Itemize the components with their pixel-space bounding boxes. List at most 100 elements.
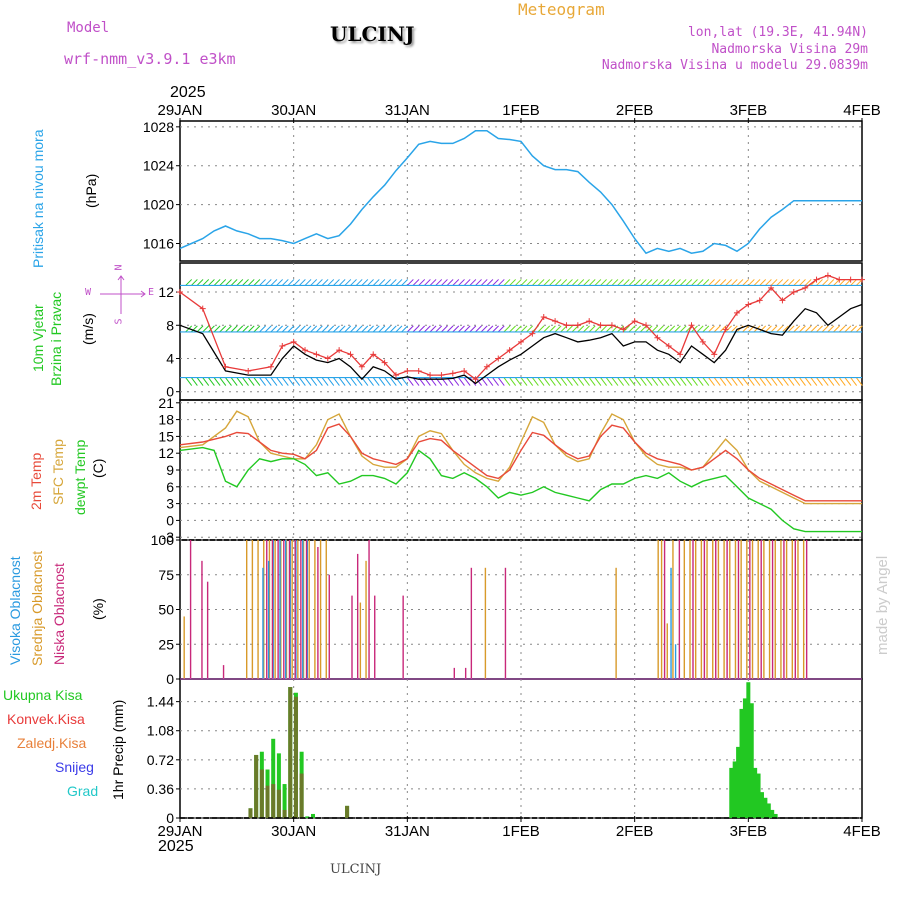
wind-barb [844,279,852,286]
wind-barb [736,279,744,286]
wind-barb [378,377,386,386]
precip-bar-total [773,813,778,818]
wind-gust-marker [699,338,706,345]
wind-barb [833,325,840,333]
wind-barb [208,377,215,386]
wind-barb [225,279,232,286]
precip-bar-conv [276,789,281,818]
precip-bar-total [276,753,281,818]
y-tick-label: 75 [158,567,174,583]
wind-barb [372,279,380,286]
wind-barb [730,377,738,386]
wind-gust-marker [574,322,581,329]
wind-barb [452,279,460,286]
y-tick-label: 1.08 [147,723,174,739]
wind-barb [571,279,579,286]
wind-barb [804,279,812,286]
wind-barb [281,279,289,286]
x-tick-label-top: 29JAN [157,102,202,119]
wind-barb [287,325,295,333]
wind-barb [469,325,477,333]
y-tick-label: 100 [151,532,175,548]
wind-barb [503,325,511,333]
wind-barb [384,279,391,286]
wind-barb [219,279,227,286]
wind-barb [514,279,522,286]
precip-bar-conv [293,696,298,818]
wind-barb [708,325,715,333]
wind-barb [486,377,494,386]
wind-barb [725,377,732,386]
wind-gust-marker [177,289,183,296]
wind-barb [838,325,846,333]
wind-barb [696,377,704,386]
wind-barb [452,325,460,333]
wind-barb [850,279,857,286]
wind-gust-marker [370,351,377,358]
y-tick-label: 9 [166,462,174,478]
wind-barb [321,325,329,333]
wind-barb [441,325,448,333]
wind-barb [770,325,778,333]
wind-barb [719,325,727,333]
wind-barb [213,325,221,333]
x-tick-label-bottom: 4FEB [843,823,881,840]
wind-gust-marker [733,309,740,316]
wind-barb [713,377,721,386]
wind-barb [242,279,249,286]
wind-barb [628,325,636,333]
model-name: wrf-nmm_v3.9.1 e3km [64,50,236,68]
precip-bar-total [729,767,734,818]
wind-barb [577,377,585,386]
wind-barb [310,325,318,333]
wind-barb [412,325,420,333]
wind-barb [355,377,363,386]
dewpoint-line [179,446,862,533]
wind-barb [804,377,812,386]
wind-barb [560,279,568,286]
wind-barb [645,279,653,286]
wind-barb [787,325,795,333]
wind-barb [520,279,528,286]
precip-legend-frozen: Zaledj.Kisa [17,735,87,751]
wind-barb [662,325,670,333]
wind-barb [429,279,437,286]
wind-barb [594,279,602,286]
wind-barb [310,279,318,286]
y-tick-label: 1020 [143,197,174,213]
y-tick-label: 12 [158,284,174,300]
compass-e-label: E [148,287,155,298]
wind-gust-marker [336,347,343,354]
wind-barb [298,325,306,333]
wind-barb [412,279,420,286]
wind-barb [759,377,767,386]
wind-barb [298,279,306,286]
wind-barb [657,377,664,386]
wind-barb [350,279,357,286]
wind-barb [202,377,210,386]
wind-gust-marker [404,367,411,374]
wind-gust-marker [756,297,763,304]
wind-barb [787,377,795,386]
precip-bar-total [766,803,771,818]
wind-barb [526,325,534,333]
wind-barb [509,377,517,386]
pressure-line [179,129,862,255]
wind-barb [651,325,659,333]
wind-barb [304,377,312,386]
wind-barb [691,377,698,386]
precip-bar-total [305,816,310,818]
compass-w-label: W [85,287,92,298]
wind-barb [384,325,391,333]
wind-gust-marker [643,322,650,329]
wind-barb [355,279,363,286]
precip-bar-total [746,682,751,818]
wind-barb [264,325,272,333]
panel-frame-clouds [179,539,863,680]
wind-gust-marker [324,355,331,362]
wind-barb [855,377,863,386]
wind-barb [844,325,852,333]
wind-barb [844,377,852,386]
wind-barb [799,325,806,333]
wind-gust-marker [199,305,206,312]
